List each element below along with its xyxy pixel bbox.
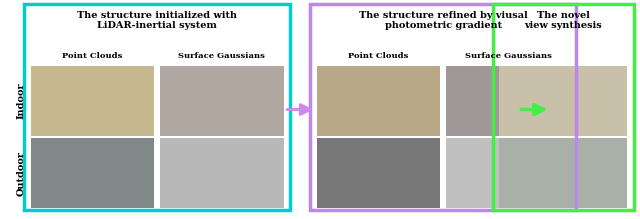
Bar: [499, 66, 627, 136]
Bar: [317, 7, 570, 64]
Text: Point Clouds: Point Clouds: [348, 51, 408, 60]
Bar: [160, 66, 284, 136]
Text: Surface Gaussians: Surface Gaussians: [179, 51, 266, 60]
Text: The structure refined by viusal
photometric gradient: The structure refined by viusal photomet…: [359, 11, 527, 30]
Bar: [499, 138, 627, 208]
Bar: [493, 4, 634, 210]
Bar: [447, 138, 570, 208]
Bar: [31, 7, 284, 64]
Bar: [24, 4, 290, 210]
Bar: [160, 138, 284, 208]
Bar: [310, 4, 576, 210]
Text: Indoor: Indoor: [17, 83, 26, 119]
Text: Surface Gaussians: Surface Gaussians: [465, 51, 552, 60]
Bar: [317, 138, 440, 208]
Text: The structure initialized with
LiDAR-inertial system: The structure initialized with LiDAR-ine…: [77, 11, 237, 30]
Bar: [31, 66, 154, 136]
Text: Point Clouds: Point Clouds: [62, 51, 122, 60]
Text: The novel
view synthesis: The novel view synthesis: [524, 11, 602, 30]
Bar: [447, 66, 570, 136]
Bar: [317, 66, 440, 136]
Text: Outdoor: Outdoor: [17, 151, 26, 196]
Bar: [31, 138, 154, 208]
